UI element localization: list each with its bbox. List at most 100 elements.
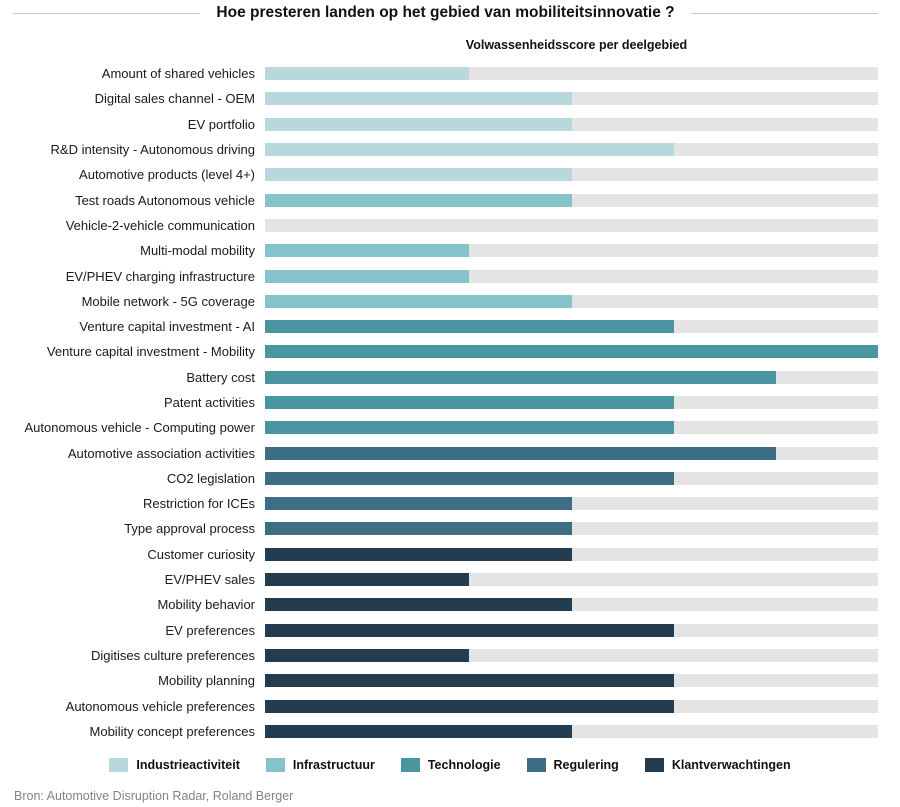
bar-track xyxy=(265,143,878,157)
legend-item: Infrastructuur xyxy=(265,758,375,773)
title-row: Hoe presteren landen op het gebied van m… xyxy=(0,3,900,23)
chart-row: Venture capital investment - AI xyxy=(0,314,878,339)
bar-track xyxy=(265,117,878,131)
bar-track xyxy=(265,193,878,207)
bar-fill xyxy=(265,522,572,536)
legend-label: Klantverwachtingen xyxy=(671,758,791,773)
chart-row: Vehicle-2-vehicle communication xyxy=(0,213,878,238)
legend-swatch-icon xyxy=(109,758,129,773)
bar-fill xyxy=(265,320,674,334)
bar-fill xyxy=(265,573,470,587)
legend-item: Regulering xyxy=(526,758,619,773)
bar-track xyxy=(265,547,878,561)
subtitle-row: Volwassenheidsscore per deelgebied xyxy=(0,36,900,54)
bar-track xyxy=(265,269,878,283)
bar-fill xyxy=(265,244,470,258)
bar-track xyxy=(265,699,878,713)
chart-row: EV portfolio xyxy=(0,112,878,137)
bar-fill xyxy=(265,724,572,738)
bar-fill xyxy=(265,370,776,384)
bar-fill xyxy=(265,143,674,157)
chart-row: Amount of shared vehicles xyxy=(0,61,878,86)
row-label: Digital sales channel - OEM xyxy=(94,91,255,107)
legend-item: Klantverwachtingen xyxy=(644,758,791,773)
bar-fill xyxy=(265,396,674,409)
bar-fill xyxy=(265,269,470,283)
bar-fill xyxy=(265,674,674,688)
bar-fill xyxy=(265,547,572,561)
row-label: Digitises culture preferences xyxy=(90,647,255,663)
bar-fill xyxy=(265,623,674,637)
legend: Industrieactiviteit Infrastructuur Techn… xyxy=(0,758,900,773)
chart-row: Autonomous vehicle preferences xyxy=(0,693,878,718)
row-label: EV preferences xyxy=(165,622,255,638)
bar-track xyxy=(265,218,878,232)
bar-fill xyxy=(265,471,674,485)
row-label: Mobility behavior xyxy=(157,597,255,613)
chart-row: R&D intensity - Autonomous driving xyxy=(0,137,878,162)
bar-track xyxy=(265,421,878,435)
bar-track xyxy=(265,446,878,460)
bar-track xyxy=(265,573,878,587)
chart-row: Patent activities xyxy=(0,390,878,415)
bar-fill xyxy=(265,446,776,460)
legend-item: Technologie xyxy=(400,758,501,773)
row-label: Test roads Autonomous vehicle xyxy=(75,192,255,208)
bar-track xyxy=(265,345,878,359)
row-label: EV/PHEV charging infrastructure xyxy=(65,268,255,284)
row-label: CO2 legislation xyxy=(166,470,255,486)
bar-track xyxy=(265,370,878,384)
chart-row: EV preferences xyxy=(0,618,878,643)
row-label: Venture capital investment - Mobility xyxy=(46,344,255,360)
legend-item: Industrieactiviteit xyxy=(109,758,240,773)
bar-track xyxy=(265,648,878,662)
row-label: Autonomous vehicle preferences xyxy=(65,698,255,714)
title-rule-left xyxy=(13,12,201,14)
chart-row: Test roads Autonomous vehicle xyxy=(0,187,878,212)
row-label: Restriction for ICEs xyxy=(143,496,255,512)
legend-label: Infrastructuur xyxy=(292,758,375,773)
legend-swatch-icon xyxy=(400,758,420,773)
chart-row: CO2 legislation xyxy=(0,466,878,491)
chart-row: Automotive products (level 4+) xyxy=(0,162,878,187)
bar-track xyxy=(265,598,878,612)
chart-row: Digitises culture preferences xyxy=(0,643,878,668)
chart-row: Battery cost xyxy=(0,365,878,390)
row-label: Type approval process xyxy=(124,521,255,537)
chart-row: Autonomous vehicle - Computing power xyxy=(0,415,878,440)
bar-fill xyxy=(265,117,572,131)
bar-track xyxy=(265,168,878,182)
chart-row: EV/PHEV sales xyxy=(0,567,878,592)
chart-row: Mobility concept preferences xyxy=(0,719,878,744)
legend-swatch-icon xyxy=(265,758,285,773)
bar-track xyxy=(265,244,878,258)
row-label: EV/PHEV sales xyxy=(164,572,255,588)
row-label: R&D intensity - Autonomous driving xyxy=(50,142,255,158)
row-label: Automotive products (level 4+) xyxy=(79,167,255,183)
bar-track xyxy=(265,294,878,308)
page-title: Hoe presteren landen op het gebied van m… xyxy=(216,4,675,21)
bar-track xyxy=(265,497,878,511)
bar-fill xyxy=(265,421,674,435)
chart-row: Multi-modal mobility xyxy=(0,238,878,263)
chart-row: Digital sales channel - OEM xyxy=(0,86,878,111)
row-label: Multi-modal mobility xyxy=(140,243,255,259)
bar-fill xyxy=(265,497,572,511)
chart-row: Mobility behavior xyxy=(0,592,878,617)
chart-row: Customer curiosity xyxy=(0,542,878,567)
bar-track xyxy=(265,623,878,637)
row-label: Mobility concept preferences xyxy=(89,723,255,739)
title-rule-right xyxy=(690,12,879,14)
bar-fill xyxy=(265,699,674,713)
chart-row: Venture capital investment - Mobility xyxy=(0,339,878,364)
bar-track xyxy=(265,724,878,738)
row-label: Mobile network - 5G coverage xyxy=(81,293,255,309)
chart-row: Type approval process xyxy=(0,516,878,541)
row-label: Battery cost xyxy=(186,369,255,385)
bar-track xyxy=(265,674,878,688)
row-label: Vehicle-2-vehicle communication xyxy=(65,217,255,233)
legend-swatch-icon xyxy=(644,758,664,773)
row-label: Automotive association activities xyxy=(67,445,255,461)
bar-track xyxy=(265,522,878,536)
